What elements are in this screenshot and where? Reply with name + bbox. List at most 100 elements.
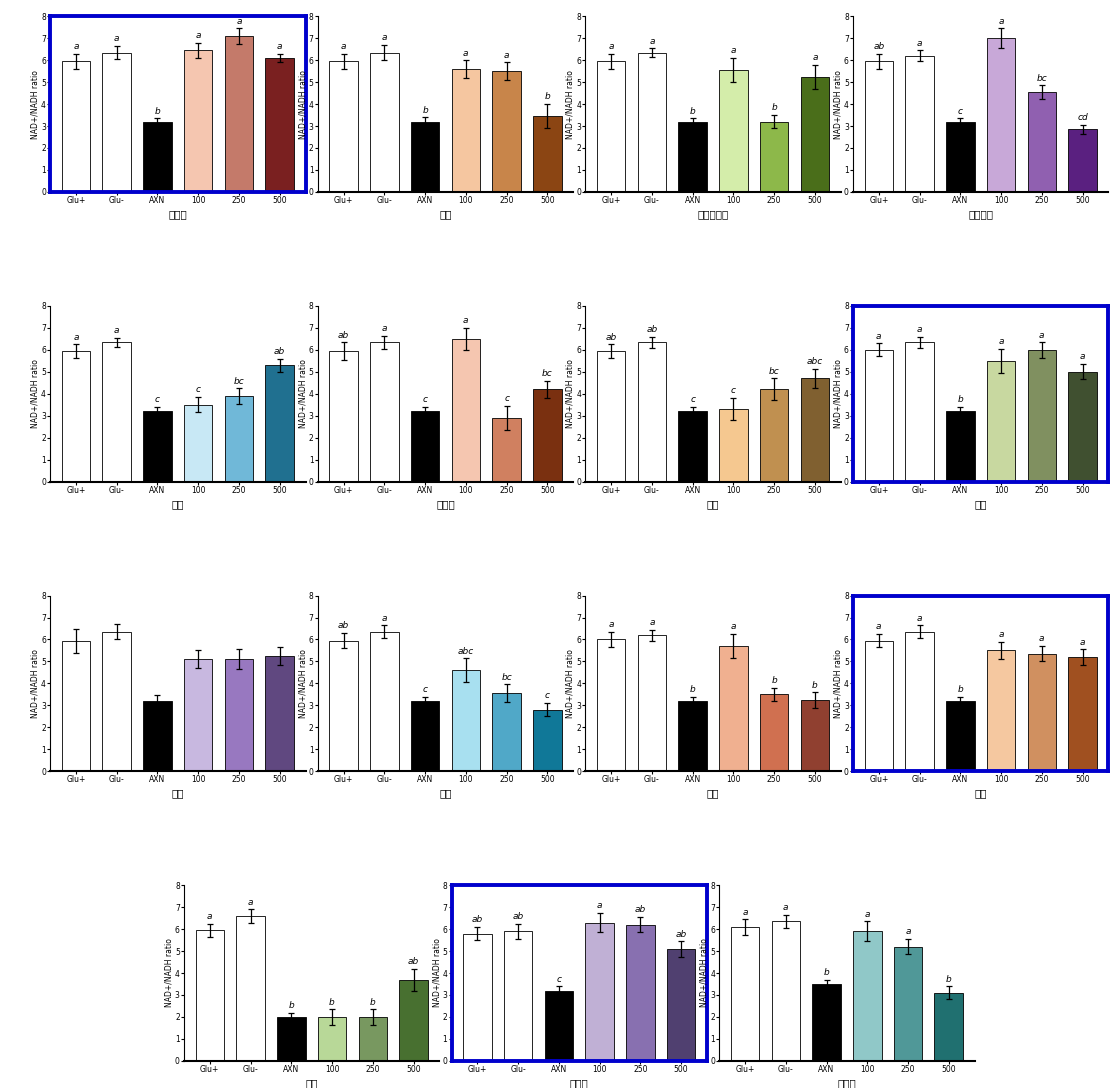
Text: a: a bbox=[382, 614, 387, 622]
Text: a: a bbox=[731, 622, 736, 631]
Bar bbox=[812, 984, 841, 1061]
Bar bbox=[399, 979, 428, 1061]
Text: a: a bbox=[917, 39, 922, 48]
Text: bc: bc bbox=[501, 672, 512, 682]
Bar bbox=[225, 36, 253, 191]
Y-axis label: NAD+/NADH ratio: NAD+/NADH ratio bbox=[31, 648, 40, 718]
Bar bbox=[102, 52, 131, 191]
Text: a: a bbox=[649, 618, 655, 627]
Bar bbox=[411, 411, 439, 482]
X-axis label: 북갓: 북갓 bbox=[707, 789, 720, 799]
Bar bbox=[184, 659, 213, 771]
Y-axis label: NAD+/NADH ratio: NAD+/NADH ratio bbox=[566, 70, 575, 138]
Text: a: a bbox=[649, 37, 655, 46]
X-axis label: 백도: 백도 bbox=[975, 789, 987, 799]
Text: b: b bbox=[289, 1001, 294, 1010]
Bar bbox=[760, 122, 789, 191]
Bar bbox=[317, 1017, 346, 1061]
Bar bbox=[720, 409, 747, 482]
Text: a: a bbox=[277, 42, 283, 51]
Bar bbox=[772, 922, 800, 1061]
Bar bbox=[225, 659, 253, 771]
Bar bbox=[946, 122, 975, 191]
Text: ab: ab bbox=[646, 325, 657, 334]
X-axis label: 딸기: 딸기 bbox=[439, 209, 451, 219]
Bar bbox=[946, 701, 975, 771]
Text: b: b bbox=[946, 975, 951, 984]
Text: a: a bbox=[608, 42, 614, 51]
Bar bbox=[330, 351, 358, 482]
Text: c: c bbox=[691, 395, 695, 405]
Bar bbox=[359, 1017, 387, 1061]
Text: b: b bbox=[545, 92, 550, 101]
Text: a: a bbox=[463, 49, 469, 58]
Text: a: a bbox=[236, 16, 242, 26]
Y-axis label: NAD+/NADH ratio: NAD+/NADH ratio bbox=[31, 70, 40, 138]
Y-axis label: NAD+/NADH ratio: NAD+/NADH ratio bbox=[833, 648, 842, 718]
Bar bbox=[225, 396, 253, 482]
X-axis label: 에션: 에션 bbox=[975, 498, 987, 509]
Text: a: a bbox=[812, 53, 818, 62]
Text: bc: bc bbox=[1036, 74, 1047, 83]
Bar bbox=[1068, 129, 1097, 191]
Bar bbox=[946, 411, 975, 482]
Bar bbox=[236, 916, 265, 1061]
Text: c: c bbox=[731, 386, 736, 396]
Bar bbox=[637, 52, 666, 191]
Text: ab: ab bbox=[606, 333, 617, 342]
Bar bbox=[451, 338, 480, 482]
Text: abc: abc bbox=[807, 357, 823, 366]
Text: a: a bbox=[906, 927, 911, 937]
Text: ab: ab bbox=[512, 912, 524, 922]
Text: c: c bbox=[504, 394, 509, 404]
Text: a: a bbox=[608, 620, 614, 629]
Text: c: c bbox=[556, 975, 561, 984]
Text: bc: bc bbox=[234, 376, 244, 385]
Bar bbox=[61, 351, 90, 482]
Text: a: a bbox=[463, 317, 469, 325]
Bar bbox=[265, 58, 294, 191]
Bar bbox=[451, 69, 480, 191]
Bar bbox=[1027, 350, 1056, 482]
Bar bbox=[864, 641, 893, 771]
Text: a: a bbox=[1039, 634, 1045, 643]
Bar bbox=[102, 342, 131, 482]
Bar bbox=[597, 640, 625, 771]
X-axis label: 케일: 케일 bbox=[439, 789, 451, 799]
Y-axis label: NAD+/NADH ratio: NAD+/NADH ratio bbox=[566, 359, 575, 429]
Text: a: a bbox=[731, 47, 736, 55]
Bar bbox=[801, 700, 829, 771]
Y-axis label: NAD+/NADH ratio: NAD+/NADH ratio bbox=[833, 359, 842, 429]
Y-axis label: NAD+/NADH ratio: NAD+/NADH ratio bbox=[299, 70, 307, 138]
Text: a: a bbox=[917, 614, 922, 622]
Text: c: c bbox=[958, 107, 962, 115]
Text: c: c bbox=[155, 395, 160, 405]
Bar bbox=[370, 632, 399, 771]
Text: a: a bbox=[1079, 353, 1085, 361]
Bar bbox=[463, 934, 491, 1061]
Y-axis label: NAD+/NADH ratio: NAD+/NADH ratio bbox=[566, 648, 575, 718]
Bar bbox=[411, 122, 439, 191]
Bar bbox=[1027, 92, 1056, 191]
Bar bbox=[144, 411, 172, 482]
Y-axis label: NAD+/NADH ratio: NAD+/NADH ratio bbox=[432, 939, 441, 1007]
Bar bbox=[906, 342, 934, 482]
Text: ab: ab bbox=[338, 331, 350, 339]
X-axis label: 마늘종: 마늘종 bbox=[436, 498, 455, 509]
X-axis label: 놀바귀바리: 놀바귀바리 bbox=[697, 209, 729, 219]
Text: a: a bbox=[341, 42, 346, 51]
Text: a: a bbox=[597, 901, 603, 910]
Text: b: b bbox=[957, 395, 964, 405]
X-axis label: 키위: 키위 bbox=[172, 789, 184, 799]
Bar bbox=[1027, 654, 1056, 771]
Bar bbox=[492, 693, 521, 771]
Bar bbox=[585, 923, 614, 1061]
Text: b: b bbox=[370, 998, 375, 1006]
Bar bbox=[277, 1017, 305, 1061]
Bar bbox=[760, 390, 789, 482]
Text: ab: ab bbox=[472, 915, 483, 925]
Bar bbox=[801, 76, 829, 191]
Text: c: c bbox=[422, 685, 428, 694]
Text: c: c bbox=[545, 692, 550, 701]
Bar bbox=[144, 122, 172, 191]
